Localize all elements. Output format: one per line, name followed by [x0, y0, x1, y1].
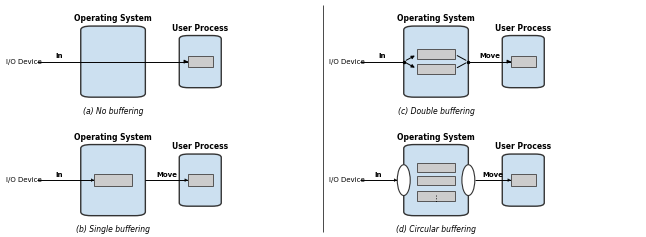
- Text: In: In: [375, 172, 382, 178]
- FancyBboxPatch shape: [404, 145, 468, 216]
- Bar: [417, 64, 455, 74]
- Bar: [417, 176, 455, 185]
- Bar: [417, 163, 455, 172]
- Text: User Process: User Process: [495, 24, 551, 33]
- Text: User Process: User Process: [495, 142, 551, 151]
- Text: Operating System: Operating System: [397, 14, 475, 23]
- FancyBboxPatch shape: [404, 26, 468, 97]
- Bar: [417, 49, 455, 59]
- Ellipse shape: [397, 165, 410, 196]
- Text: I/O Device: I/O Device: [6, 59, 42, 65]
- FancyBboxPatch shape: [503, 36, 544, 88]
- Text: I/O Device: I/O Device: [329, 177, 365, 183]
- Text: Operating System: Operating System: [74, 14, 152, 23]
- Text: (a) No buffering: (a) No buffering: [83, 107, 143, 116]
- Text: In: In: [55, 172, 63, 178]
- Text: In: In: [378, 53, 386, 59]
- Bar: [94, 174, 132, 186]
- Text: User Process: User Process: [172, 24, 228, 33]
- Text: Move: Move: [156, 172, 177, 178]
- Text: I/O Device: I/O Device: [329, 59, 365, 65]
- Bar: [188, 174, 213, 186]
- Text: In: In: [55, 53, 63, 59]
- FancyBboxPatch shape: [81, 145, 145, 216]
- Text: (d) Circular buffering: (d) Circular buffering: [396, 225, 476, 234]
- Bar: [188, 56, 213, 67]
- Text: Move: Move: [479, 53, 500, 59]
- Text: User Process: User Process: [172, 142, 228, 151]
- Ellipse shape: [462, 165, 475, 196]
- Bar: [511, 174, 536, 186]
- Text: Move: Move: [483, 172, 503, 178]
- Text: (b) Single buffering: (b) Single buffering: [76, 225, 150, 234]
- Text: Operating System: Operating System: [397, 133, 475, 142]
- FancyBboxPatch shape: [81, 26, 145, 97]
- FancyBboxPatch shape: [503, 154, 544, 206]
- Bar: [417, 191, 455, 201]
- Text: I/O Device: I/O Device: [6, 177, 42, 183]
- FancyBboxPatch shape: [179, 36, 221, 88]
- Text: (c) Double buffering: (c) Double buffering: [397, 107, 475, 116]
- Text: Operating System: Operating System: [74, 133, 152, 142]
- Bar: [511, 56, 536, 67]
- Text: ⋯: ⋯: [432, 193, 441, 201]
- FancyBboxPatch shape: [179, 154, 221, 206]
